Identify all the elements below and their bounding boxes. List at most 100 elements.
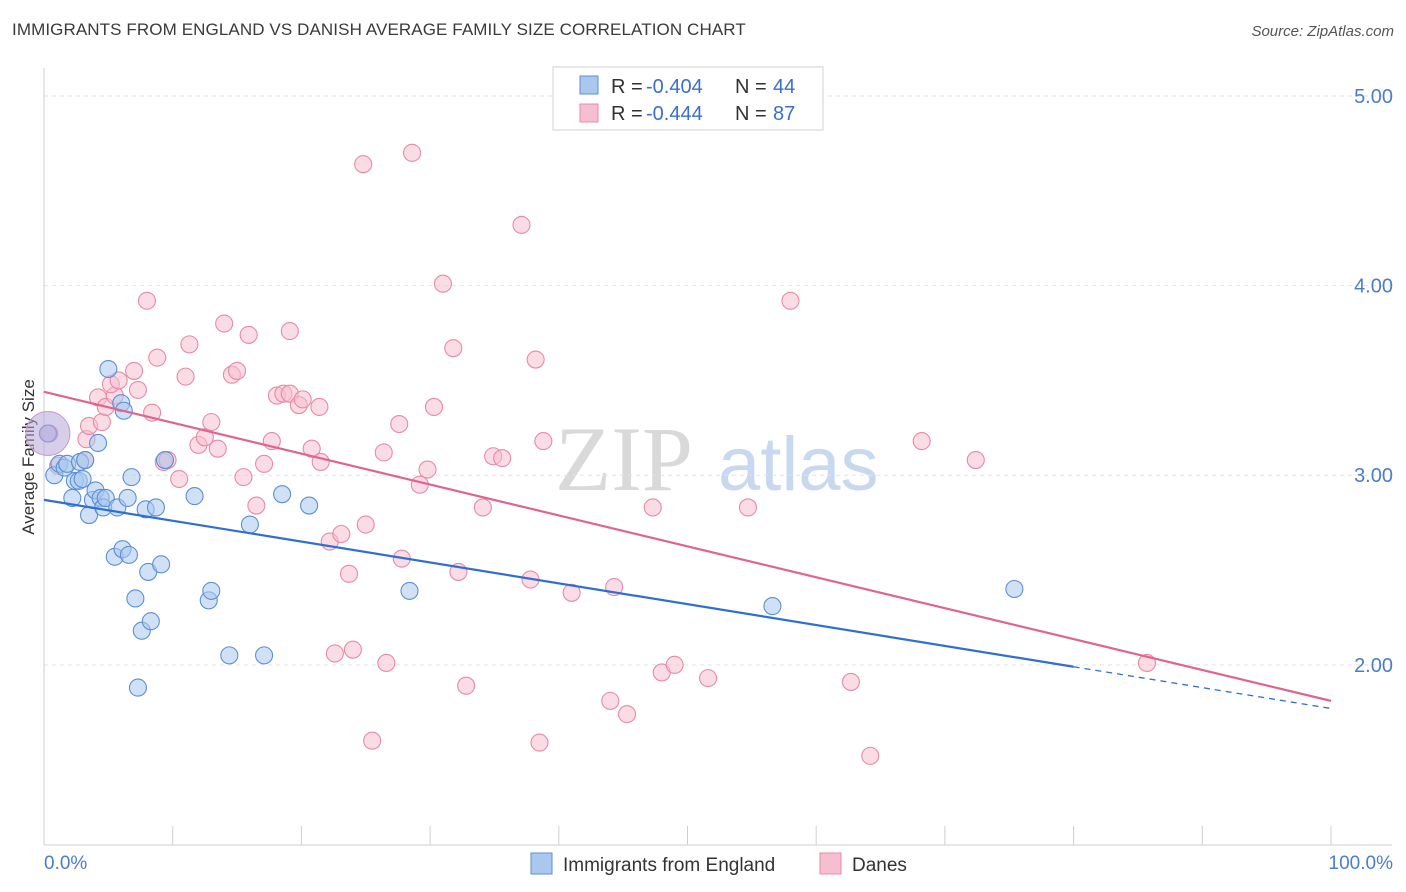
legend-n-value-danes: 87 [773,103,795,125]
danes-point [137,291,157,310]
watermark: ZIP atlas [555,408,879,510]
trend-line-danes [43,390,1332,702]
correlation-legend: R = -0.404 N = 44 R = -0.444 N = 87 [552,66,824,131]
legend-swatch-danes [579,103,599,123]
y-tick-label: 3.00 [1354,465,1393,487]
danes-point [841,672,860,691]
grid-lines [44,95,1392,666]
danes-point [239,325,258,344]
danes-point [377,653,396,673]
danes-point [643,498,662,517]
legend-r-value-danes: -0.444 [646,103,703,125]
danes-point [92,413,111,432]
england-point [141,612,160,631]
danes-point [526,350,545,369]
danes-point [390,414,409,434]
danes-point [374,443,393,462]
danes-point [433,274,453,293]
legend-r-value-england: -0.404 [646,76,703,98]
axes [43,68,1392,846]
england-point [240,515,259,534]
danes-point [109,371,128,390]
danes-point [665,655,684,674]
england-point [118,488,137,508]
trend-line-england-extension [1073,666,1332,710]
danes-point [148,348,167,367]
danes-point [912,432,931,451]
danes-point [601,691,620,710]
danes-point [699,669,718,688]
danes-point [424,397,444,417]
england-point [119,545,138,564]
england-point [99,359,118,379]
danes-point [293,390,312,409]
danes-point [215,314,234,333]
danes-point [493,449,512,468]
cluster-point [25,411,71,457]
series-legend: Immigrants from England Danes [530,852,907,876]
danes-point [280,322,299,341]
danes-point [530,733,549,752]
danes-point [363,731,382,750]
england-point [122,468,141,487]
danes-point [418,460,437,479]
danes-point [403,143,422,162]
danes-point [738,498,758,517]
legend-r-label-england: R = [611,76,643,98]
danes-point [255,454,274,473]
danes-point [195,428,214,447]
danes-point [354,155,373,174]
england-point [1005,579,1024,599]
danes-point [781,291,800,310]
danes-point [512,215,531,234]
bottom-label-danes: Danes [852,855,907,876]
legend-n-value-england: 44 [773,76,795,98]
england-point [300,496,319,515]
bottom-swatch-danes [819,852,842,875]
danes-point [410,475,429,494]
legend-swatch-england [579,75,599,95]
danes-point [176,367,195,386]
watermark-atlas: atlas [718,422,879,507]
trend-line-england [43,498,1074,668]
legend-r-label-danes: R = [611,103,643,125]
y-axis-label: Average Family Size [19,379,38,535]
england-point [220,646,239,665]
danes-point [202,413,221,432]
danes-point [534,432,553,451]
danes-point [343,640,362,659]
x-tick-label-max: 100.0% [1329,853,1394,874]
danes-point [180,335,199,354]
danes-point [325,644,344,663]
danes-point [473,498,492,517]
legend-n-label-danes: N = [735,103,767,125]
danes-point [356,515,375,534]
danes-point [310,397,329,417]
england-point [202,581,221,600]
england-point [400,581,419,600]
england-point [128,678,148,697]
england-point [146,498,166,517]
y-tick-label: 4.00 [1354,276,1393,298]
danes-point [208,439,227,458]
danes-point [339,564,359,583]
england-point [255,646,274,665]
danes-point [234,468,253,487]
danes-point [332,524,351,544]
bottom-swatch-england [530,852,553,875]
danes-point [617,705,637,724]
danes-point [170,469,189,489]
danes-point [444,339,463,358]
y-tick-labels: 2.00 3.00 4.00 5.00 [1354,86,1393,677]
england-point [152,555,171,574]
danes-point [128,380,148,399]
england-points [25,359,1024,697]
england-point [126,589,145,608]
trend-lines [43,390,1332,710]
chart-title: IMMIGRANTS FROM ENGLAND VS DANISH AVERAG… [12,20,746,39]
england-point [273,485,292,504]
bottom-label-england: Immigrants from England [563,855,775,876]
danes-point [966,451,985,470]
england-point [185,487,204,506]
